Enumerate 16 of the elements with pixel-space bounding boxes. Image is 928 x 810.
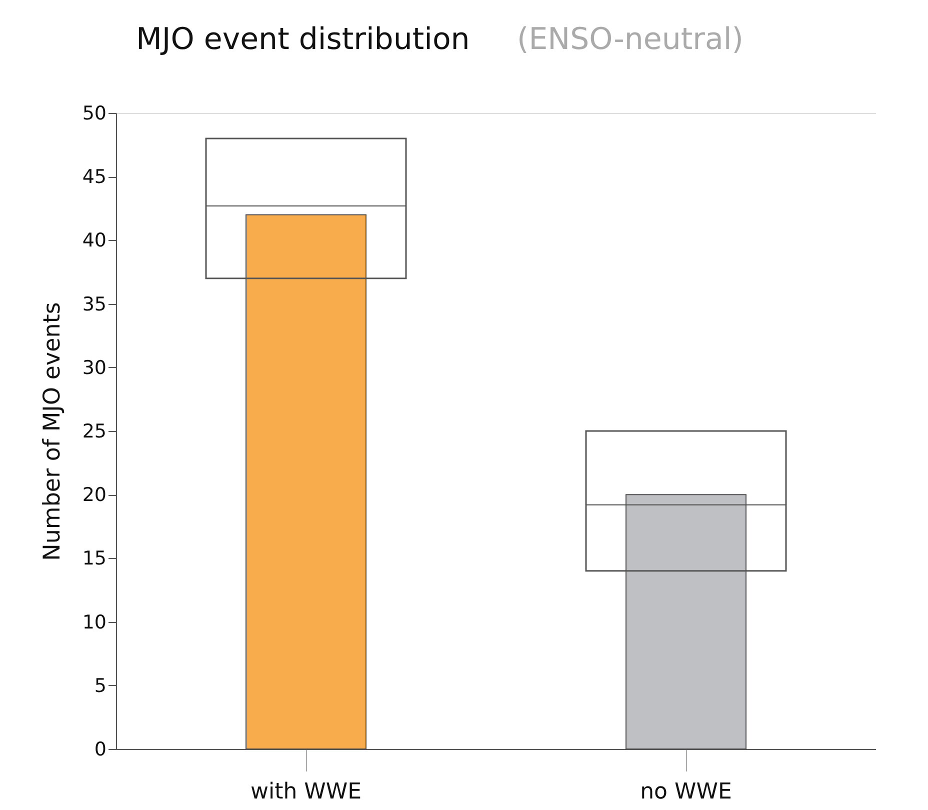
x-tick-label: with WWE (250, 780, 362, 804)
y-axis-title: Number of MJO events (39, 302, 66, 561)
chart-subtitle: (ENSO-neutral) (517, 22, 744, 57)
y-tick-label: 30 (82, 356, 106, 379)
y-tick-label: 20 (82, 484, 106, 506)
chart-title: MJO event distribution (136, 22, 470, 57)
y-tick-label: 15 (82, 548, 106, 570)
x-tick-label: no WWE (640, 780, 732, 804)
y-tick-label: 35 (82, 293, 106, 316)
y-tick-label: 10 (82, 611, 106, 634)
y-tick-label: 40 (82, 230, 106, 252)
y-tick-label: 50 (82, 102, 106, 124)
y-tick-label: 45 (82, 166, 106, 188)
y-tick-label: 25 (82, 420, 106, 442)
y-tick-label: 0 (94, 738, 106, 760)
y-tick-label: 5 (94, 674, 106, 697)
